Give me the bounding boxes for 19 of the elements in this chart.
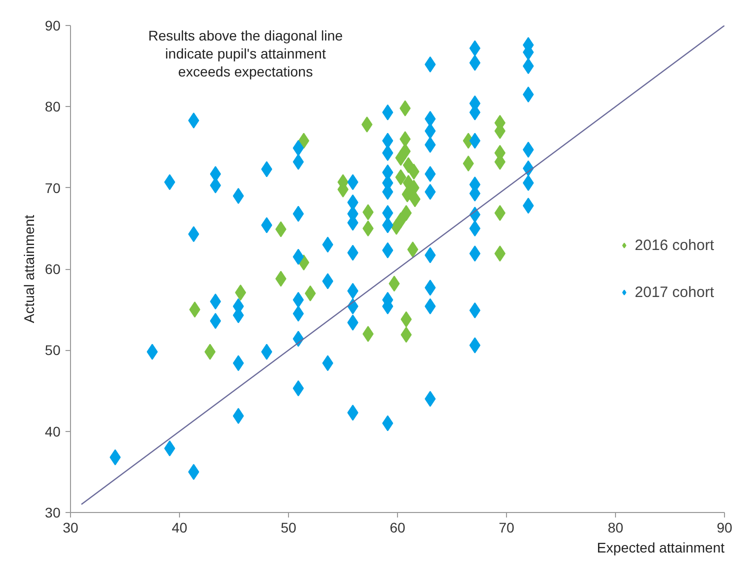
legend-label: 2017 cohort [634,284,714,300]
y-tick-label: 40 [44,423,61,440]
x-tick-label: 30 [62,520,78,536]
x-tick-label: 60 [390,520,406,536]
x-axis-title: Expected attainment [596,540,725,556]
annotation: Results above the diagonal line indicate pupil's attainment exceeds expectations [148,28,344,80]
x-tick-label: 90 [716,520,732,536]
y-tick-label: 70 [44,180,61,196]
x-tick-label: 40 [172,520,188,536]
y-tick-label: 80 [44,98,61,115]
y-tick-label: 50 [44,342,61,358]
legend-label: 2016 cohort [634,236,714,254]
x-tick-label: 50 [280,520,296,536]
y-axis-title: Actual attainment [20,214,37,324]
x-tick-label: 80 [608,520,624,536]
y-tick-label: 60 [44,261,61,277]
y-tick-label: 30 [44,504,61,520]
x-tick-label: 70 [498,520,514,536]
y-tick-label: 90 [44,18,61,34]
